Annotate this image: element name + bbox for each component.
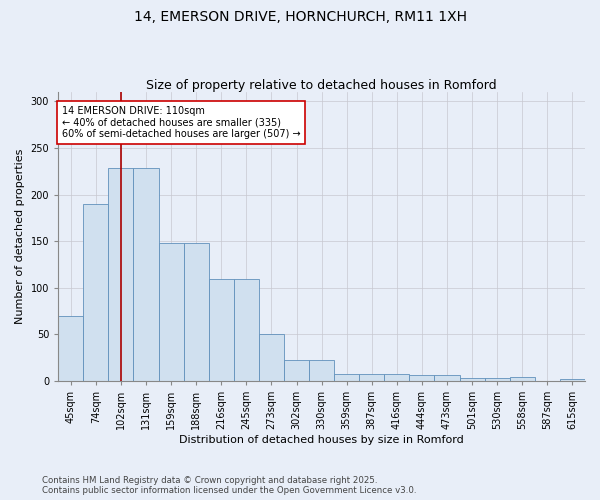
Text: 14, EMERSON DRIVE, HORNCHURCH, RM11 1XH: 14, EMERSON DRIVE, HORNCHURCH, RM11 1XH (133, 10, 467, 24)
Bar (158, 243, 184, 381)
Text: Contains HM Land Registry data © Crown copyright and database right 2025.
Contai: Contains HM Land Registry data © Crown c… (42, 476, 416, 495)
Bar (309, 360, 334, 381)
Bar (58, 316, 83, 381)
Bar (259, 334, 284, 381)
Bar (184, 243, 209, 381)
Text: 14 EMERSON DRIVE: 110sqm
← 40% of detached houses are smaller (335)
60% of semi-: 14 EMERSON DRIVE: 110sqm ← 40% of detach… (62, 106, 301, 139)
Bar (460, 378, 485, 381)
Bar (409, 374, 434, 381)
Bar (133, 168, 158, 381)
Y-axis label: Number of detached properties: Number of detached properties (15, 149, 25, 324)
Bar (284, 360, 309, 381)
Bar (510, 378, 535, 381)
Bar (385, 374, 409, 381)
Bar (485, 378, 510, 381)
Bar (334, 374, 359, 381)
Bar (359, 374, 385, 381)
Bar (434, 374, 460, 381)
X-axis label: Distribution of detached houses by size in Romford: Distribution of detached houses by size … (179, 435, 464, 445)
Title: Size of property relative to detached houses in Romford: Size of property relative to detached ho… (146, 79, 497, 92)
Bar (234, 280, 259, 381)
Bar (109, 168, 133, 381)
Bar (83, 204, 109, 381)
Bar (209, 280, 234, 381)
Bar (560, 379, 585, 381)
